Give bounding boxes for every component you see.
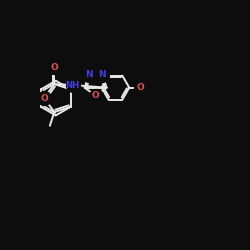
Text: O: O <box>92 91 100 100</box>
Text: N: N <box>98 70 106 79</box>
Text: O: O <box>40 94 48 102</box>
Text: NH: NH <box>66 80 80 90</box>
Text: O: O <box>50 63 58 72</box>
Text: N: N <box>85 70 93 79</box>
Text: O: O <box>137 83 145 92</box>
